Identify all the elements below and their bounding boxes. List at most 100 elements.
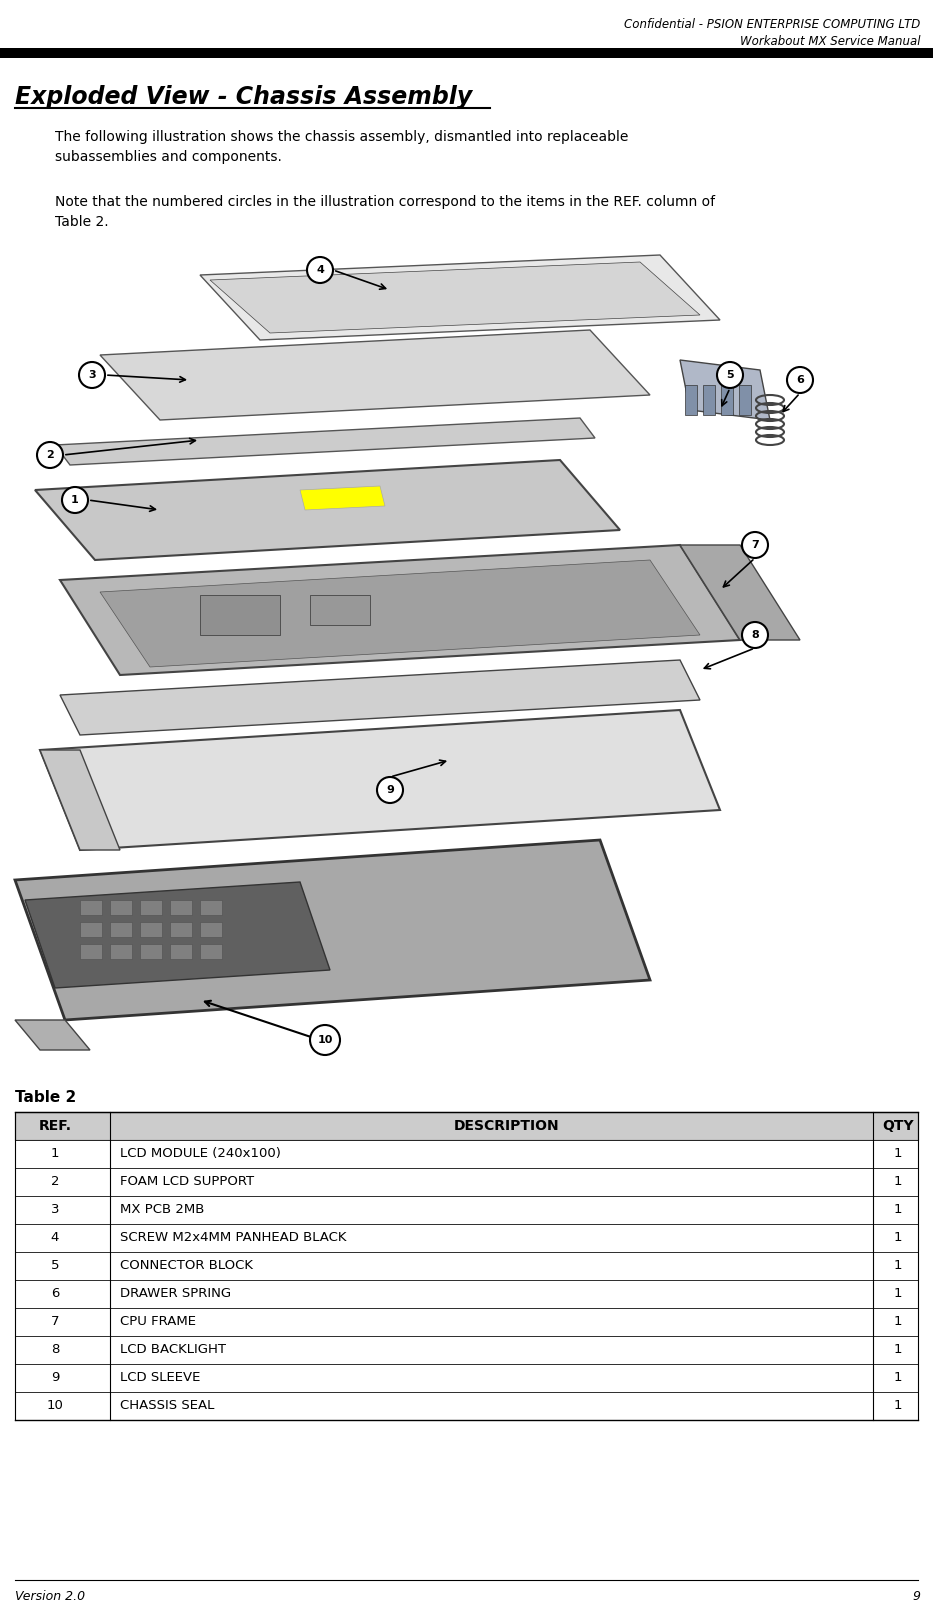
- Polygon shape: [40, 710, 720, 850]
- Bar: [15, 1141, 918, 1168]
- Text: Confidential - PSION ENTERPRISE COMPUTING LTD: Confidential - PSION ENTERPRISE COMPUTIN…: [624, 18, 920, 31]
- Polygon shape: [300, 486, 385, 510]
- Circle shape: [742, 623, 768, 648]
- Polygon shape: [15, 840, 650, 1020]
- Polygon shape: [210, 262, 700, 333]
- Bar: [703, 385, 715, 415]
- Text: LCD SLEEVE: LCD SLEEVE: [120, 1371, 201, 1384]
- Text: 1: 1: [894, 1344, 902, 1356]
- Text: Workabout MX Service Manual: Workabout MX Service Manual: [740, 35, 920, 48]
- Text: 1: 1: [50, 1147, 60, 1160]
- Circle shape: [717, 362, 743, 388]
- Bar: [110, 922, 132, 936]
- Bar: [15, 1195, 918, 1224]
- Polygon shape: [55, 418, 595, 465]
- Bar: [200, 595, 280, 636]
- Text: 1: 1: [894, 1371, 902, 1384]
- Polygon shape: [100, 560, 700, 668]
- Bar: [0, 48, 933, 58]
- Text: 10: 10: [47, 1398, 63, 1413]
- Bar: [15, 1392, 918, 1421]
- Text: 5: 5: [726, 370, 734, 380]
- Text: 4: 4: [316, 265, 324, 275]
- Text: 10: 10: [317, 1035, 333, 1044]
- Bar: [170, 944, 192, 959]
- Polygon shape: [60, 660, 700, 735]
- Text: CHASSIS SEAL: CHASSIS SEAL: [120, 1398, 215, 1413]
- Text: 8: 8: [50, 1344, 59, 1356]
- Text: The following illustration shows the chassis assembly, dismantled into replaceab: The following illustration shows the cha…: [55, 130, 628, 164]
- Circle shape: [62, 488, 88, 513]
- Circle shape: [742, 533, 768, 558]
- Polygon shape: [680, 545, 800, 640]
- Bar: [15, 1335, 918, 1364]
- Text: FOAM LCD SUPPORT: FOAM LCD SUPPORT: [120, 1175, 254, 1187]
- Text: 8: 8: [751, 631, 759, 640]
- Text: 7: 7: [50, 1315, 60, 1327]
- Circle shape: [310, 1025, 340, 1056]
- Text: Table 2: Table 2: [15, 1089, 77, 1105]
- Text: 2: 2: [46, 451, 54, 460]
- Text: 7: 7: [751, 541, 759, 550]
- Text: Note that the numbered circles in the illustration correspond to the items in th: Note that the numbered circles in the il…: [55, 195, 715, 228]
- Text: DRAWER SPRING: DRAWER SPRING: [120, 1287, 231, 1300]
- Bar: [15, 1252, 918, 1281]
- Polygon shape: [200, 254, 720, 339]
- Text: 1: 1: [894, 1231, 902, 1244]
- Bar: [110, 899, 132, 916]
- Bar: [15, 1364, 918, 1392]
- Bar: [15, 1308, 918, 1335]
- Polygon shape: [25, 882, 330, 988]
- Circle shape: [787, 367, 813, 393]
- Bar: [110, 944, 132, 959]
- Text: LCD BACKLIGHT: LCD BACKLIGHT: [120, 1344, 226, 1356]
- Text: 6: 6: [50, 1287, 59, 1300]
- Text: 1: 1: [894, 1204, 902, 1216]
- Text: 9: 9: [50, 1371, 59, 1384]
- Bar: [80, 899, 102, 916]
- Text: 9: 9: [912, 1590, 920, 1603]
- Text: 4: 4: [50, 1231, 59, 1244]
- Text: 2: 2: [50, 1175, 60, 1187]
- Text: 1: 1: [894, 1398, 902, 1413]
- Text: 1: 1: [894, 1175, 902, 1187]
- Bar: [15, 1112, 918, 1141]
- Bar: [739, 385, 751, 415]
- Text: 5: 5: [50, 1258, 60, 1273]
- Bar: [685, 385, 697, 415]
- Bar: [200, 944, 222, 959]
- Circle shape: [307, 257, 333, 283]
- Bar: [15, 1281, 918, 1308]
- Circle shape: [377, 777, 403, 803]
- Polygon shape: [15, 1020, 90, 1051]
- Text: 1: 1: [894, 1258, 902, 1273]
- Text: 1: 1: [894, 1287, 902, 1300]
- Text: 1: 1: [71, 496, 79, 505]
- Text: REF.: REF.: [38, 1118, 72, 1133]
- Circle shape: [79, 362, 105, 388]
- Text: CONNECTOR BLOCK: CONNECTOR BLOCK: [120, 1258, 253, 1273]
- Bar: [721, 385, 733, 415]
- Text: MX PCB 2MB: MX PCB 2MB: [120, 1204, 204, 1216]
- Polygon shape: [40, 750, 120, 850]
- Text: 1: 1: [894, 1147, 902, 1160]
- Text: 6: 6: [796, 375, 804, 385]
- Polygon shape: [60, 545, 740, 676]
- Text: 9: 9: [386, 785, 394, 795]
- Text: 3: 3: [89, 370, 96, 380]
- Bar: [170, 922, 192, 936]
- Bar: [200, 922, 222, 936]
- Bar: [140, 899, 162, 916]
- Bar: [80, 922, 102, 936]
- Text: DESCRIPTION: DESCRIPTION: [453, 1118, 559, 1133]
- Text: Version 2.0: Version 2.0: [15, 1590, 85, 1603]
- Text: Exploded View - Chassis Assembly: Exploded View - Chassis Assembly: [15, 85, 472, 109]
- Polygon shape: [100, 330, 650, 420]
- Text: 1: 1: [894, 1315, 902, 1327]
- Text: CPU FRAME: CPU FRAME: [120, 1315, 196, 1327]
- Text: LCD MODULE (240x100): LCD MODULE (240x100): [120, 1147, 281, 1160]
- Polygon shape: [680, 360, 770, 420]
- Text: SCREW M2x4MM PANHEAD BLACK: SCREW M2x4MM PANHEAD BLACK: [120, 1231, 346, 1244]
- Bar: [170, 899, 192, 916]
- Bar: [200, 899, 222, 916]
